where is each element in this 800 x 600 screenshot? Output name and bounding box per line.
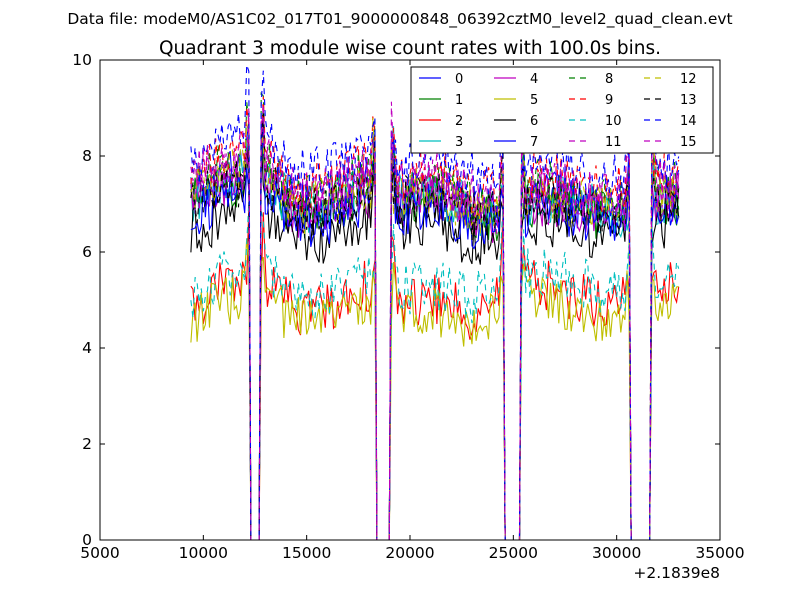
series-line-11 <box>190 119 680 541</box>
legend-label: 9 <box>605 93 613 108</box>
y-tick-label: 4 <box>82 339 92 357</box>
figure-suptitle: Data file: modeM0/AS1C02_017T01_90000008… <box>67 10 732 29</box>
legend-label: 2 <box>455 114 463 129</box>
legend-label: 0 <box>455 72 463 87</box>
x-tick-label: 5000 <box>80 544 119 562</box>
legend-label: 7 <box>530 135 538 150</box>
x-tick-label: 10000 <box>179 544 228 562</box>
legend-label: 4 <box>530 72 538 87</box>
series-line-14 <box>190 64 680 541</box>
y-tick-label: 10 <box>72 51 92 69</box>
legend-label: 11 <box>605 135 622 150</box>
x-tick-label: 20000 <box>385 544 434 562</box>
legend-label: 1 <box>455 93 463 108</box>
y-tick-label: 6 <box>82 243 92 261</box>
legend-label: 5 <box>530 93 538 108</box>
x-offset-label: +2.1839e8 <box>633 564 720 582</box>
y-tick-label: 0 <box>82 531 92 549</box>
legend-label: 14 <box>680 114 697 129</box>
x-axis: 5000 10000 15000 20000 25000 30000 35000 <box>80 60 745 562</box>
y-tick-label: 8 <box>82 147 92 165</box>
x-tick-label: 15000 <box>282 544 331 562</box>
legend-label: 6 <box>530 114 538 129</box>
legend-label: 13 <box>680 93 697 108</box>
series-line-10 <box>190 202 680 541</box>
legend-label: 8 <box>605 72 613 87</box>
x-tick-label: 35000 <box>695 544 744 562</box>
plot-lines <box>190 64 680 541</box>
x-tick-label: 25000 <box>489 544 538 562</box>
legend-label: 3 <box>455 135 463 150</box>
legend-label: 15 <box>680 135 697 150</box>
series-line-13 <box>190 107 680 541</box>
legend-label: 10 <box>605 114 622 129</box>
chart-title: Quadrant 3 module wise count rates with … <box>159 38 661 59</box>
legend-box <box>410 66 714 154</box>
y-tick-label: 2 <box>82 435 92 453</box>
series-line-3 <box>190 117 680 541</box>
series-line-5 <box>190 238 679 541</box>
x-tick-label: 30000 <box>592 544 641 562</box>
legend-label: 12 <box>680 72 697 87</box>
